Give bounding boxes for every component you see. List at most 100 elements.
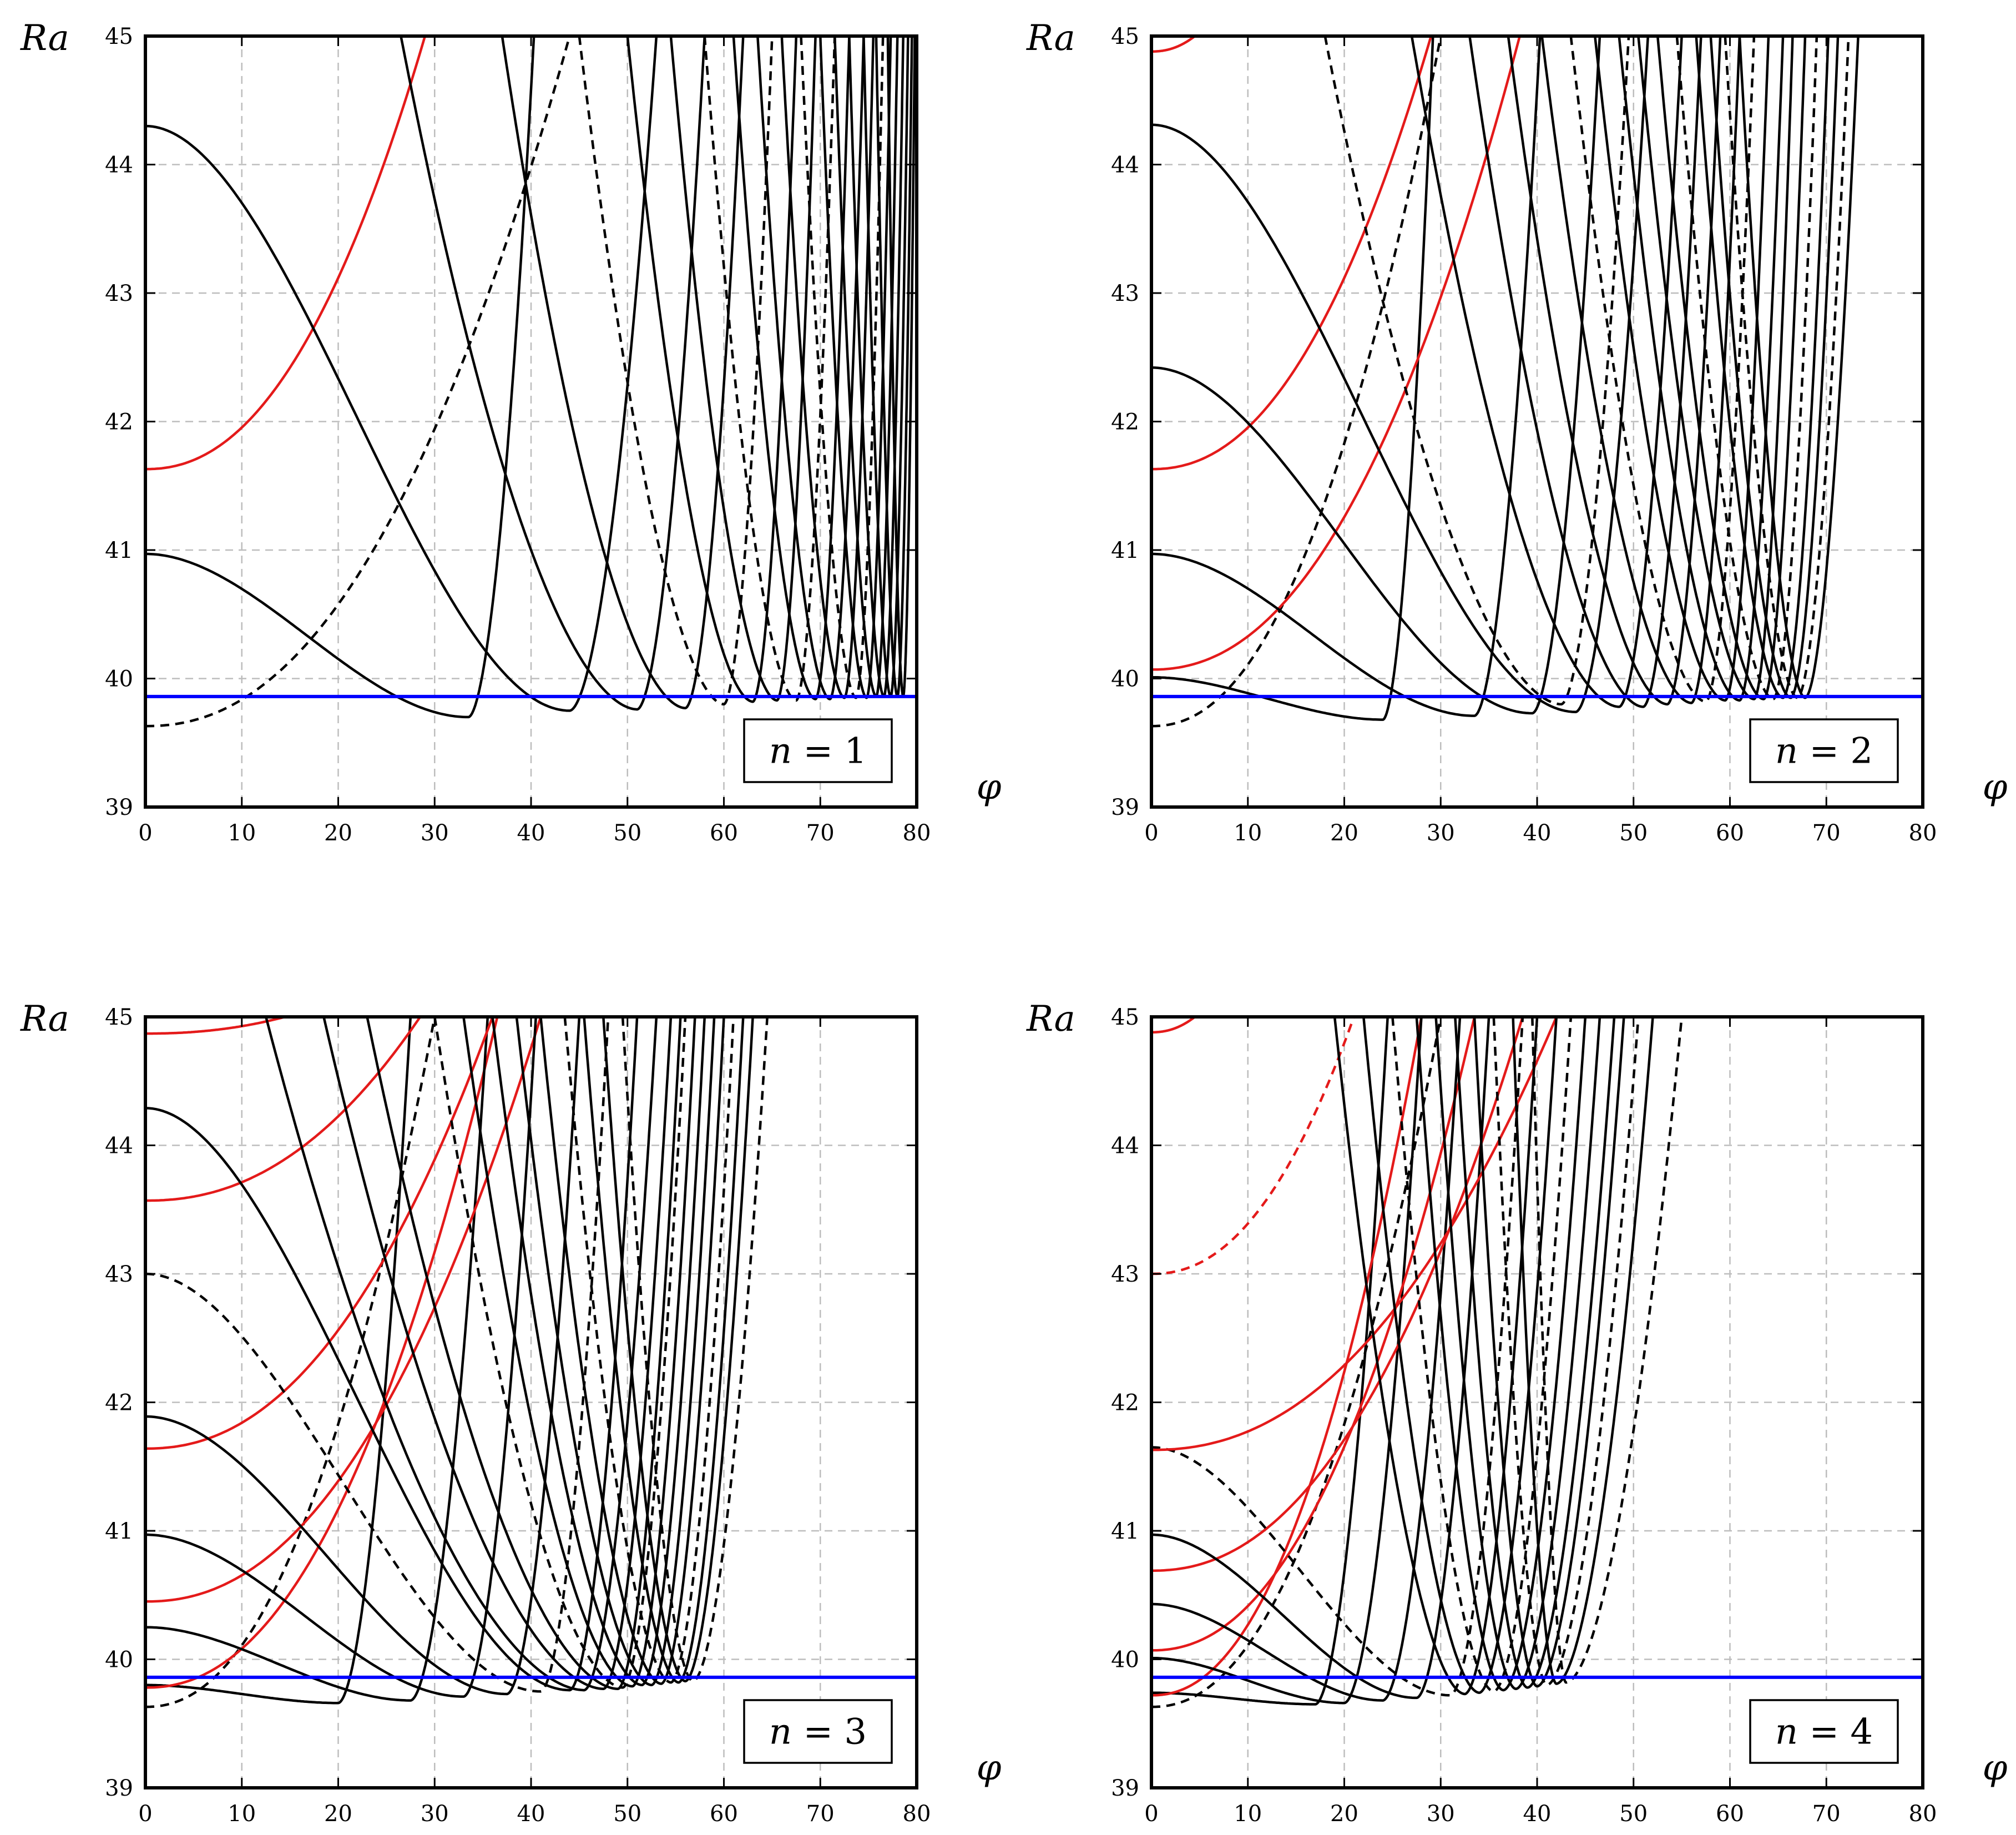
series-line-mode-18 — [491, 1017, 706, 1687]
y-tick-label: 43 — [105, 281, 133, 306]
x-tick-label: 30 — [1427, 1801, 1455, 1827]
legend-label: n = 3 — [769, 1712, 867, 1753]
legend-box — [1749, 1699, 1899, 1764]
series-line-mode-8 — [626, 36, 798, 703]
x-tick-label: 20 — [324, 1801, 352, 1827]
series-line-mode-8 — [1151, 1017, 1490, 1700]
panel-bottom-left: 0 10 20 30 40 50 60 70 80 39 40 41 42 43 44 45 Ra φ n = 3 — [20, 999, 1002, 1827]
series-line-mode-5 — [400, 36, 706, 711]
legend-label: n = 2 — [1775, 731, 1873, 772]
x-tick-label: 30 — [1427, 820, 1455, 846]
series-line-mode-9 — [1323, 36, 1630, 706]
x-axis-label: φ — [1983, 767, 2008, 808]
series-line-mode-12 — [1507, 36, 1722, 706]
legend-box — [743, 718, 893, 783]
series-line-mode-3 — [145, 36, 427, 471]
x-tick-label: 60 — [1716, 1801, 1744, 1827]
series-line-mode-3 — [1151, 1017, 1423, 1697]
series-line-mode-16 — [1415, 1017, 1587, 1692]
series-line-mode-1 — [145, 36, 571, 728]
x-tick-label: 60 — [710, 1801, 738, 1827]
series-line-mode-14 — [322, 1017, 673, 1690]
x-tick-label: 10 — [228, 820, 256, 846]
series-line-mode-3 — [145, 1017, 499, 1689]
y-tick-label: 44 — [105, 1133, 133, 1159]
series-line-mode-5 — [1151, 36, 1433, 471]
y-tick-label: 41 — [105, 1519, 133, 1544]
y-tick-label: 40 — [105, 667, 133, 692]
series-line-mode-4 — [1151, 1017, 1423, 1705]
x-tick-label: 70 — [806, 1801, 835, 1827]
x-tick-label: 80 — [903, 820, 931, 846]
series-line-mode-1 — [145, 1017, 436, 1708]
x-tick-label: 40 — [517, 820, 545, 846]
y-tick-label: 45 — [105, 24, 133, 49]
y-tick-label: 39 — [105, 795, 133, 820]
series-line-mode-8 — [145, 1017, 581, 1696]
series-line-mode-15 — [1391, 1017, 1573, 1693]
series-line-mode-24 — [621, 1017, 769, 1683]
x-tick-label: 70 — [1812, 1801, 1841, 1827]
series-line-mode-7 — [1151, 36, 1650, 713]
series-line-mode-15 — [366, 1017, 682, 1690]
x-tick-label: 50 — [1619, 820, 1648, 846]
series-line-mode-11 — [145, 1017, 639, 1692]
series-line-mode-7 — [578, 36, 774, 706]
series-line-mode-12 — [1151, 1017, 1196, 1034]
legend-label: n = 4 — [1775, 1712, 1873, 1753]
x-tick-label: 0 — [1144, 1801, 1158, 1827]
series-line-mode-16 — [433, 1017, 687, 1689]
y-tick-label: 44 — [1111, 153, 1139, 178]
y-tick-label: 39 — [105, 1776, 133, 1801]
legend-value: = 4 — [1798, 1712, 1873, 1753]
series-line-mode-5 — [145, 1017, 542, 1603]
series-line-mode-21 — [1512, 1017, 1654, 1685]
series-line-mode-21 — [563, 1017, 735, 1684]
series-line-mode-23 — [602, 1017, 754, 1683]
x-tick-label: 10 — [228, 1801, 256, 1827]
y-tick-label: 40 — [1111, 1647, 1139, 1673]
series-line-mode-2 — [1151, 36, 1434, 721]
y-axis-label: Ra — [1026, 18, 1075, 59]
y-axis-label: Ra — [1026, 999, 1075, 1040]
series-line-mode-3 — [1151, 36, 1521, 671]
legend-box — [743, 1699, 893, 1764]
series-line-mode-2 — [1151, 1017, 1389, 1706]
series-line-mode-7 — [1151, 1017, 1524, 1572]
legend-box — [1749, 718, 1899, 783]
y-tick-label: 42 — [1111, 410, 1139, 435]
series-line-mode-6 — [501, 36, 745, 709]
series-line-mode-9 — [145, 1017, 610, 1693]
y-tick-label: 39 — [1111, 1776, 1139, 1801]
series-line-mode-19 — [1473, 1017, 1625, 1688]
series-line-mode-20 — [1492, 1017, 1640, 1687]
y-tick-label: 43 — [1111, 1262, 1139, 1287]
y-tick-label: 41 — [1111, 1519, 1139, 1544]
x-tick-label: 50 — [613, 820, 641, 846]
y-tick-label: 43 — [105, 1262, 133, 1287]
x-axis-label: φ — [1983, 1747, 2008, 1788]
series-line-mode-12 — [145, 1017, 286, 1035]
x-tick-label: 30 — [421, 1801, 449, 1827]
x-tick-label: 80 — [1909, 820, 1937, 846]
series-line-mode-15 — [1594, 36, 1770, 702]
x-tick-label: 40 — [1523, 1801, 1552, 1827]
x-tick-label: 0 — [138, 1801, 152, 1827]
series-line-mode-13 — [1540, 36, 1741, 704]
series-line-mode-8 — [1151, 36, 1196, 53]
x-tick-label: 20 — [324, 820, 352, 846]
x-tick-label: 20 — [1330, 1801, 1358, 1827]
series-line-mode-4 — [145, 36, 658, 712]
y-tick-label: 42 — [1111, 1390, 1139, 1416]
series-line-mode-17 — [462, 1017, 696, 1688]
series-line-mode-14 — [1362, 1017, 1558, 1694]
series-line-mode-20 — [539, 1017, 725, 1685]
series-line-mode-10 — [145, 1017, 422, 1202]
y-tick-label: 44 — [1111, 1133, 1139, 1159]
x-tick-label: 60 — [710, 820, 738, 846]
x-tick-label: 40 — [1523, 820, 1552, 846]
y-tick-label: 45 — [105, 1005, 133, 1030]
legend-value: = 3 — [792, 1712, 867, 1753]
series-line-mode-6 — [145, 1017, 537, 1698]
legend-variable: n — [1775, 1712, 1798, 1753]
